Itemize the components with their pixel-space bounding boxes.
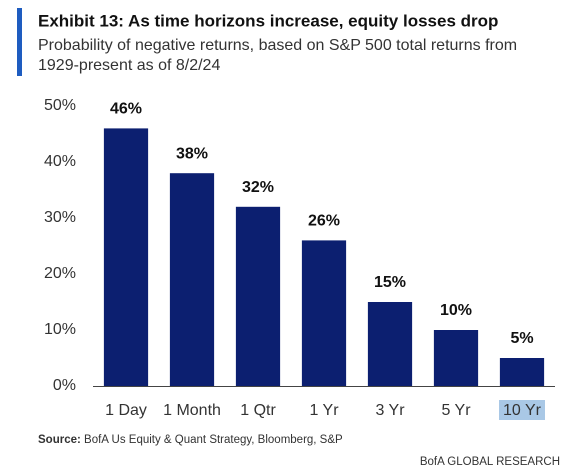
y-tick-label: 0%: [53, 377, 76, 394]
chart-subtitle: 1929-present as of 8/2/24: [38, 57, 220, 74]
y-tick-label: 40%: [44, 153, 76, 170]
footer: BofA GLOBAL RESEARCH: [420, 456, 560, 468]
source-text: BofA Us Equity & Quant Strategy, Bloombe…: [84, 434, 343, 446]
value-label: 38%: [176, 145, 208, 162]
bar: [433, 330, 479, 386]
value-label: 32%: [242, 179, 274, 196]
bar: [499, 358, 545, 386]
bar: [169, 173, 215, 386]
value-label: 26%: [308, 213, 340, 230]
bar: [235, 206, 281, 386]
chart-subtitle: Probability of negative returns, based o…: [38, 37, 517, 54]
bar: [103, 128, 149, 386]
value-label: 10%: [440, 302, 472, 319]
x-tick-label: 3 Yr: [375, 402, 405, 419]
x-tick-label: 1 Qtr: [240, 402, 276, 419]
label-highlight: [499, 400, 545, 420]
chart-title: Exhibit 13: As time horizons increase, e…: [38, 11, 498, 30]
x-tick-label: 1 Month: [163, 402, 221, 419]
x-tick-label: 5 Yr: [441, 402, 471, 419]
y-tick-label: 50%: [44, 97, 76, 114]
x-tick-label: 1 Day: [105, 402, 147, 419]
value-label: 15%: [374, 274, 406, 291]
y-tick-label: 10%: [44, 321, 76, 338]
value-label: 5%: [510, 330, 533, 347]
x-tick-label: 1 Yr: [309, 402, 339, 419]
source: Source: BofA Us Equity & Quant Strategy,…: [38, 434, 343, 446]
y-tick-label: 30%: [44, 209, 76, 226]
bar: [301, 240, 347, 386]
source-label: Source:: [38, 434, 81, 446]
x-tick-label: 10 Yr: [503, 402, 542, 419]
y-tick-label: 20%: [44, 265, 76, 282]
accent-bar: [17, 8, 22, 76]
value-label: 46%: [110, 101, 142, 118]
bar: [367, 302, 413, 386]
